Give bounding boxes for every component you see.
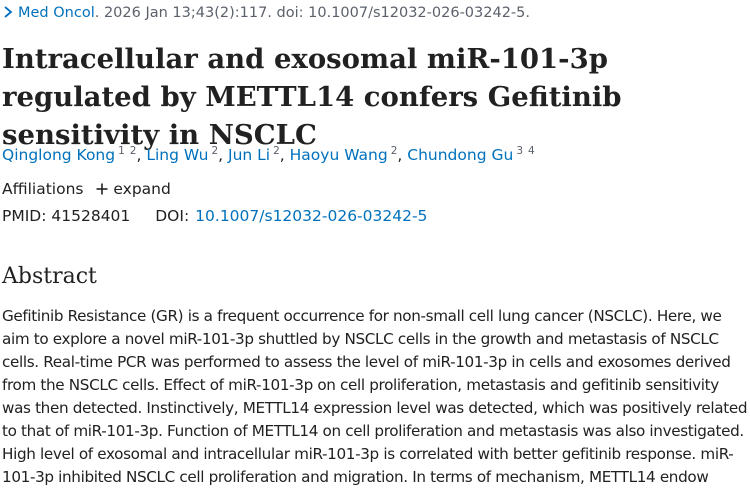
plus-icon [96, 183, 108, 195]
authors-list: Qinglong Kong 1 2, Ling Wu 2, Jun Li 2, Haoy… [2, 138, 535, 168]
citation-details: . 2026 Jan 13;43(2):117. doi: 10.1007/s1… [94, 5, 530, 21]
abstract-heading: Abstract [2, 264, 97, 289]
author-item: Jun Li 2 [228, 145, 280, 164]
abstract-line: Gefitinib Resistance (GR) is a frequent … [2, 307, 722, 325]
author-name[interactable]: Jun Li [228, 146, 271, 164]
affiliation-ref[interactable]: 2 [129, 145, 137, 157]
abstract-line: High level of exosomal and intracellular… [2, 445, 734, 463]
chevron-right-icon[interactable] [2, 5, 14, 19]
expand-affiliations-button[interactable]: expand [96, 180, 171, 198]
doi-label: DOI: [155, 207, 190, 225]
author-separator: , [397, 146, 408, 164]
author-item: Haoyu Wang 2 [289, 145, 398, 164]
abstract-line: 101-3p inhibited NSCLC cell proliferatio… [2, 468, 709, 486]
author-separator: , [218, 146, 229, 164]
abstract-line: from the NSCLC cells. Effect of miR-101-… [2, 376, 719, 394]
abstract-line: to that of miR-101-3p. Function of METTL… [2, 422, 744, 440]
abstract-text: Gefitinib Resistance (GR) is a frequent … [2, 305, 750, 489]
author-separator: , [279, 146, 290, 164]
author-separator: , [136, 146, 147, 164]
affiliation-ref[interactable]: 2 [273, 145, 280, 157]
affiliation-ref[interactable]: 1 [118, 145, 125, 157]
author-item: Qinglong Kong 1 2 [2, 145, 137, 164]
affiliation-ref[interactable]: 4 [528, 145, 535, 157]
author-item: Chundong Gu 3 4 [407, 145, 535, 164]
affiliation-ref[interactable]: 3 [516, 145, 523, 157]
author-item: Ling Wu 2 [146, 145, 219, 164]
affiliation-ref[interactable]: 2 [211, 145, 219, 157]
author-name[interactable]: Qinglong Kong [2, 146, 116, 164]
article-title: Intracellular and exosomal miR-101-3p re… [2, 43, 622, 151]
affiliations-label: Affiliations [2, 180, 84, 198]
expand-label: expand [113, 180, 171, 198]
affiliation-ref[interactable]: 2 [390, 145, 398, 157]
author-name[interactable]: Ling Wu [146, 146, 209, 164]
abstract-line: cells. Real-time PCR was performed to as… [2, 353, 731, 371]
abstract-line: aim to explore a novel miR-101-3p shuttl… [2, 330, 719, 348]
pmid-value: 41528401 [51, 207, 131, 225]
abstract-line: was then detected. Instinctively, METTL1… [2, 399, 748, 417]
identifiers-row: PMID: 41528401 DOI: 10.1007/s12032-026-03… [2, 203, 427, 229]
journal-link[interactable]: Med Oncol [18, 5, 95, 21]
author-name[interactable]: Chundong Gu [407, 146, 514, 164]
doi-link[interactable]: 10.1007/s12032-026-03242-5 [195, 207, 428, 225]
affiliations-row: Affiliations expand [2, 176, 171, 202]
author-name[interactable]: Haoyu Wang [289, 146, 388, 164]
pmid-label: PMID: [2, 207, 47, 225]
citation-line: Med Oncol. 2026 Jan 13;43(2):117. doi: 1… [2, 2, 530, 24]
